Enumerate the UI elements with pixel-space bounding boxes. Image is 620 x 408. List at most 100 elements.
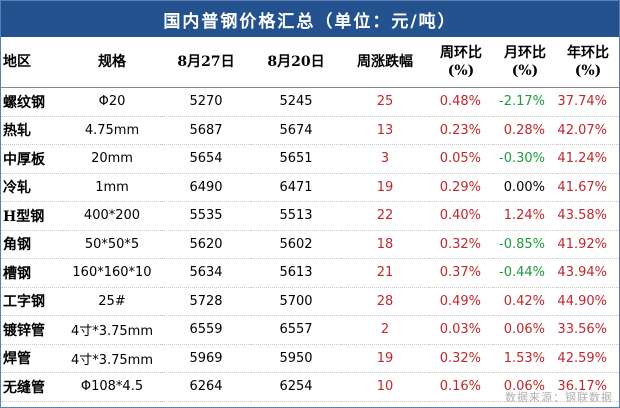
- table-row: 焊管 4寸*3.75mm 5969 5950 19 0.32% 1.53% 42.59%: [1, 344, 619, 373]
- cell-weekly-change: 13: [341, 116, 429, 145]
- cell-wow: 0.32%: [429, 344, 493, 373]
- cell-wow: 0.29%: [429, 173, 493, 202]
- cell-region: H型钢: [1, 201, 63, 231]
- cell-mom: 0.06%: [493, 315, 557, 345]
- cell-wow: 0.05%: [429, 144, 493, 174]
- header-yoy-label: 年环比: [567, 45, 609, 61]
- cell-price-current: 5969: [161, 344, 251, 373]
- header-wow-label: 周环比: [440, 45, 482, 61]
- cell-spec: Φ20: [63, 87, 161, 117]
- table-title: 国内普钢价格汇总（单位：元/吨）: [1, 1, 619, 37]
- cell-weekly-change: 3: [341, 144, 429, 174]
- cell-price-current: 6264: [161, 372, 251, 402]
- cell-price-current: 5620: [161, 230, 251, 259]
- cell-yoy: 43.58%: [557, 201, 619, 231]
- table-row: 螺纹钢 Φ20 5270 5245 25 0.48% -2.17% 37.74%: [1, 87, 619, 117]
- cell-spec: 1mm: [63, 173, 161, 202]
- cell-spec: 25#: [63, 287, 161, 316]
- cell-price-previous: 5674: [251, 116, 341, 145]
- cell-wow: 0.32%: [429, 230, 493, 259]
- table-row: 镀锌管 4寸*3.75mm 6559 6557 2 0.03% 0.06% 33.56%: [1, 315, 619, 345]
- cell-price-previous: 5245: [251, 87, 341, 117]
- cell-mom: -2.17%: [493, 87, 557, 117]
- cell-region: 工字钢: [1, 287, 63, 316]
- cell-price-previous: 6557: [251, 315, 341, 345]
- cell-region: 角钢: [1, 230, 63, 259]
- cell-region: 冷轧: [1, 173, 63, 202]
- header-date-current: 8月27日: [177, 54, 235, 70]
- cell-wow: 0.49%: [429, 287, 493, 316]
- cell-spec: Φ108*4.5: [63, 372, 161, 402]
- cell-price-previous: 5602: [251, 230, 341, 259]
- cell-weekly-change: 19: [341, 344, 429, 373]
- cell-mom: 0.28%: [493, 116, 557, 145]
- cell-mom: -0.85%: [493, 230, 557, 259]
- cell-yoy: 42.59%: [557, 344, 619, 373]
- cell-wow: 0.23%: [429, 116, 493, 145]
- cell-wow: 0.40%: [429, 201, 493, 231]
- header-weekly-change: 周涨跌幅: [357, 54, 413, 70]
- cell-yoy: 37.74%: [557, 87, 619, 117]
- cell-yoy: 41.92%: [557, 230, 619, 259]
- table-row: 中厚板 20mm 5654 5651 3 0.05% -0.30% 41.24%: [1, 144, 619, 174]
- cell-region: 螺纹钢: [1, 87, 63, 117]
- header-mom: 月环比 (%): [493, 37, 557, 88]
- cell-price-previous: 5613: [251, 258, 341, 288]
- cell-wow: 0.16%: [429, 372, 493, 402]
- cell-spec: 4寸*3.75mm: [63, 315, 161, 345]
- cell-yoy: 42.07%: [557, 116, 619, 145]
- cell-price-current: 5654: [161, 144, 251, 174]
- cell-spec: 160*160*10: [63, 258, 161, 288]
- cell-price-previous: 5700: [251, 287, 341, 316]
- cell-yoy: 41.24%: [557, 144, 619, 174]
- header-date-previous: 8月20日: [267, 54, 325, 70]
- cell-mom: -0.44%: [493, 258, 557, 288]
- cell-yoy: 41.67%: [557, 173, 619, 202]
- cell-price-current: 6559: [161, 315, 251, 345]
- header-yoy: 年环比 (%): [557, 37, 619, 88]
- cell-price-current: 5687: [161, 116, 251, 145]
- cell-mom: 0.06%: [493, 372, 557, 402]
- header-wow: 周环比 (%): [429, 37, 493, 88]
- header-row: 地区 规格 8月27日 8月20日 周涨跌幅 周环比 (%) 月环比 (%) 年环比…: [1, 37, 619, 88]
- cell-price-current: 5270: [161, 87, 251, 117]
- cell-region: 中厚板: [1, 144, 63, 174]
- cell-weekly-change: 22: [341, 201, 429, 231]
- header-mom-unit: (%): [511, 63, 539, 79]
- table-row: 无缝管 Φ108*4.5 6264 6254 10 0.16% 0.06% 36.17%: [1, 372, 619, 402]
- cell-wow: 0.48%: [429, 87, 493, 117]
- table-row: 角钢 50*50*5 5620 5602 18 0.32% -0.85% 41.92%: [1, 230, 619, 259]
- table-body: 螺纹钢 Φ20 5270 5245 25 0.48% -2.17% 37.74% 热轧 4.75m…: [1, 87, 619, 402]
- table-row: 槽钢 160*160*10 5634 5613 21 0.37% -0.44% 43.94%: [1, 258, 619, 288]
- cell-yoy: 33.56%: [557, 315, 619, 345]
- cell-price-previous: 5513: [251, 201, 341, 231]
- cell-price-previous: 5950: [251, 344, 341, 373]
- cell-spec: 4.75mm: [63, 116, 161, 145]
- cell-spec: 50*50*5: [63, 230, 161, 259]
- cell-mom: -0.30%: [493, 144, 557, 174]
- header-mom-label: 月环比: [504, 45, 546, 61]
- cell-yoy: 43.94%: [557, 258, 619, 288]
- cell-region: 无缝管: [1, 372, 63, 402]
- cell-weekly-change: 28: [341, 287, 429, 316]
- table-row: H型钢 400*200 5535 5513 22 0.40% 1.24% 43.58%: [1, 201, 619, 231]
- cell-region: 焊管: [1, 344, 63, 373]
- cell-price-previous: 6254: [251, 372, 341, 402]
- cell-mom: 1.24%: [493, 201, 557, 231]
- cell-wow: 0.37%: [429, 258, 493, 288]
- table-row: 冷轧 1mm 6490 6471 19 0.29% 0.00% 41.67%: [1, 173, 619, 202]
- cell-price-previous: 6471: [251, 173, 341, 202]
- cell-wow: 0.03%: [429, 315, 493, 345]
- cell-weekly-change: 18: [341, 230, 429, 259]
- cell-region: 镀锌管: [1, 315, 63, 345]
- cell-weekly-change: 21: [341, 258, 429, 288]
- cell-spec: 4寸*3.75mm: [63, 344, 161, 373]
- cell-price-current: 5728: [161, 287, 251, 316]
- cell-weekly-change: 25: [341, 87, 429, 117]
- cell-price-previous: 5651: [251, 144, 341, 174]
- table-row: 热轧 4.75mm 5687 5674 13 0.23% 0.28% 42.07%: [1, 116, 619, 145]
- cell-yoy: 44.90%: [557, 287, 619, 316]
- cell-weekly-change: 19: [341, 173, 429, 202]
- cell-mom: 0.42%: [493, 287, 557, 316]
- source-note: 数据来源：钢联数据: [505, 391, 613, 404]
